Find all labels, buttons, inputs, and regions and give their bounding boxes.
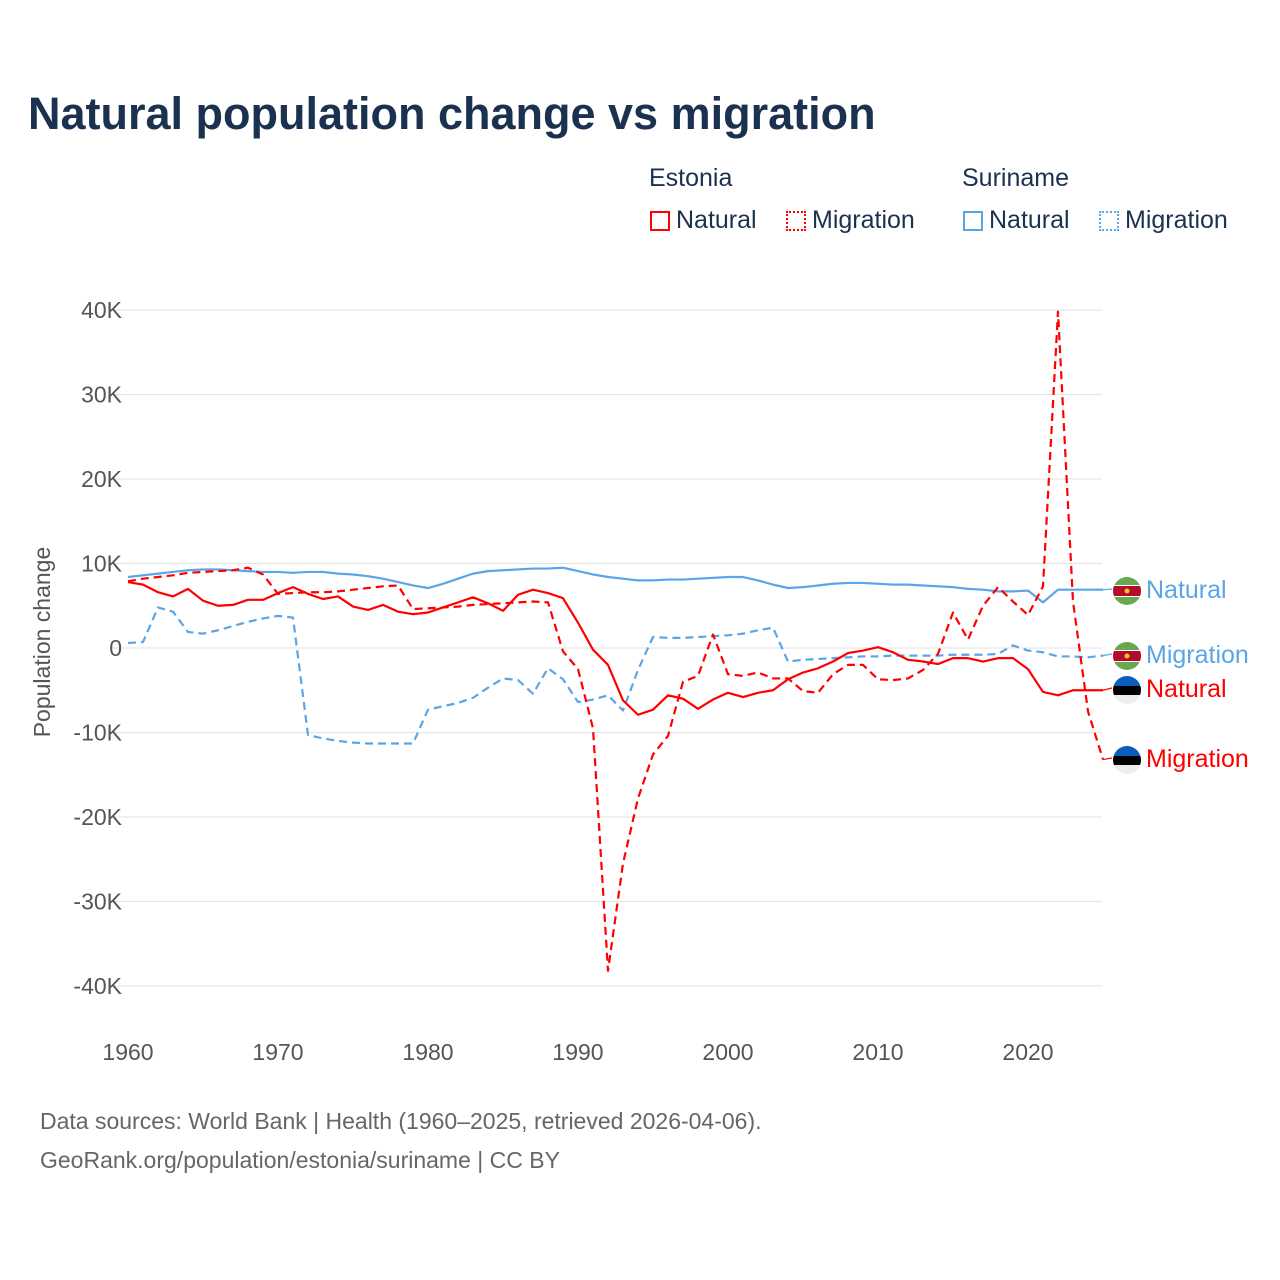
- label-connector: [1102, 687, 1113, 691]
- legend-swatch-solid: [650, 210, 670, 231]
- chart-title: Natural population change vs migration: [28, 88, 876, 139]
- series-end-label: Natural: [1146, 675, 1227, 703]
- y-axis-label: Population change: [29, 547, 55, 738]
- legend-swatch-solid: [963, 210, 983, 231]
- y-tick-label: -10K: [73, 720, 122, 746]
- x-tick-label: 1980: [402, 1039, 453, 1065]
- y-tick-label: -30K: [73, 889, 122, 915]
- footer-source: Data sources: World Bank | Health (1960–…: [40, 1108, 762, 1134]
- legend-suriname-natural[interactable]: Natural: [963, 206, 1070, 235]
- x-tick-label: 2020: [1002, 1039, 1053, 1065]
- series-line-estonia-migration: [127, 310, 1105, 972]
- legend-label: Migration: [812, 206, 915, 234]
- legend-label: Natural: [676, 206, 757, 234]
- legend-estonia-natural[interactable]: Natural: [650, 206, 757, 235]
- legend-swatch-dotted: [1099, 210, 1119, 231]
- x-tick-label: 2000: [702, 1039, 753, 1065]
- suriname-flag-icon: [1113, 577, 1141, 605]
- series-line-estonia-natural: [127, 581, 1103, 716]
- x-tick-label: 1970: [252, 1039, 303, 1065]
- series-end-label: Migration: [1146, 641, 1249, 669]
- legend-group-suriname: Suriname: [962, 164, 1069, 192]
- label-connector: [1102, 653, 1113, 657]
- y-tick-label: 10K: [81, 551, 123, 577]
- series-line-suriname-natural: [127, 566, 1103, 604]
- x-tick-label: 1960: [102, 1039, 153, 1065]
- footer-link[interactable]: GeoRank.org/population/estonia/suriname …: [40, 1147, 560, 1173]
- suriname-flag-icon: [1113, 642, 1141, 670]
- series-line-suriname-migration: [127, 606, 1104, 745]
- y-tick-label: -40K: [73, 973, 122, 999]
- y-tick-label: -20K: [73, 804, 122, 830]
- estonia-flag-icon: [1113, 676, 1141, 704]
- x-tick-label: 2010: [852, 1039, 903, 1065]
- series-end-label: Natural: [1146, 576, 1227, 604]
- legend-label: Migration: [1125, 206, 1228, 234]
- y-tick-label: 20K: [81, 466, 123, 492]
- legend-label: Natural: [989, 206, 1070, 234]
- label-connector: [1102, 588, 1113, 591]
- series-end-label: Migration: [1146, 745, 1249, 773]
- label-connector: [1102, 757, 1113, 761]
- x-tick-label: 1990: [552, 1039, 603, 1065]
- y-tick-label: 0: [109, 635, 122, 661]
- y-tick-label: 30K: [81, 382, 123, 408]
- y-tick-label: 40K: [81, 297, 123, 323]
- legend-suriname-migration[interactable]: Migration: [1099, 206, 1228, 235]
- legend-group-estonia: Estonia: [649, 164, 733, 192]
- legend-swatch-dotted: [786, 210, 806, 231]
- legend-estonia-migration[interactable]: Migration: [786, 206, 915, 235]
- estonia-flag-icon: [1113, 746, 1141, 774]
